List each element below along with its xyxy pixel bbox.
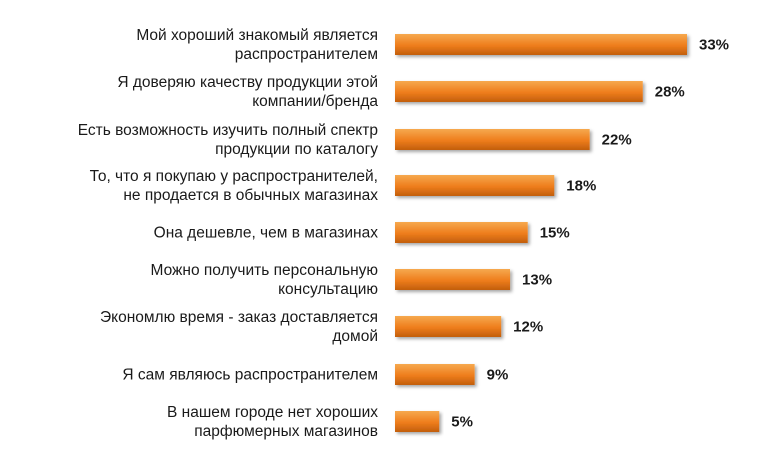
bar — [395, 269, 511, 290]
category-label-line: Экономлю время - заказ доставляется — [100, 309, 378, 326]
category-label: Я доверяю качеству продукции этой компани… — [117, 74, 378, 110]
category-label-line: компании/бренда — [252, 93, 378, 110]
category-label-line: В нашем городе нет хороших — [167, 404, 378, 421]
value-label: 5% — [451, 414, 473, 431]
bar — [395, 129, 590, 150]
value-label: 15% — [540, 225, 570, 242]
value-label: 22% — [602, 132, 632, 149]
value-label: 33% — [699, 37, 729, 54]
value-label: 9% — [487, 367, 509, 384]
category-label-line: Есть возможность изучить полный спектр — [78, 122, 378, 139]
category-label-line: консультацию — [278, 281, 378, 298]
category-label: В нашем городе нет хороших парфюмерных ма… — [167, 404, 378, 440]
bar — [395, 81, 643, 102]
bars-layer — [395, 34, 687, 432]
category-label: Есть возможность изучить полный спектр пр… — [78, 122, 379, 158]
category-label: Экономлю время - заказ доставляется домой — [100, 309, 378, 345]
category-label-line: распространителем — [235, 46, 378, 63]
category-label-line: Я сам являюсь распространителем — [122, 367, 378, 384]
category-label: То, что я покупаю у распространителей, не… — [90, 168, 379, 204]
category-label-line: продукции по каталогу — [215, 141, 378, 158]
category-label-line: Она дешевле, чем в магазинах — [154, 225, 379, 242]
bar — [395, 364, 475, 385]
category-label-line: Мой хороший знакомый является — [136, 27, 378, 44]
value-label: 12% — [513, 319, 543, 336]
category-label-line: парфюмерных магазинов — [194, 423, 378, 440]
bar — [395, 222, 528, 243]
category-label-line: не продается в обычных магазинах — [123, 187, 378, 204]
category-label: Я сам являюсь распространителем — [122, 367, 378, 384]
value-label: 13% — [522, 272, 552, 289]
category-label-line: Можно получить персональную — [151, 262, 378, 279]
category-label-line: Я доверяю качеству продукции этой — [117, 74, 378, 91]
bar — [395, 175, 555, 196]
category-label: Она дешевле, чем в магазинах — [154, 225, 379, 242]
value-label: 28% — [655, 84, 685, 101]
category-label: Мой хороший знакомый является распростран… — [136, 27, 378, 63]
bar — [395, 411, 440, 432]
bar — [395, 316, 502, 337]
bar — [395, 34, 687, 55]
category-label-line: То, что я покупаю у распространителей, — [90, 168, 378, 185]
category-label: Можно получить персональную консультацию — [151, 262, 378, 298]
value-label: 18% — [566, 178, 596, 195]
category-label-line: домой — [332, 328, 378, 345]
value-labels: 33% 28% 22% 18% 15% 13% 12% 9% 5% — [451, 37, 729, 431]
category-labels: Мой хороший знакомый является распростран… — [78, 27, 379, 440]
